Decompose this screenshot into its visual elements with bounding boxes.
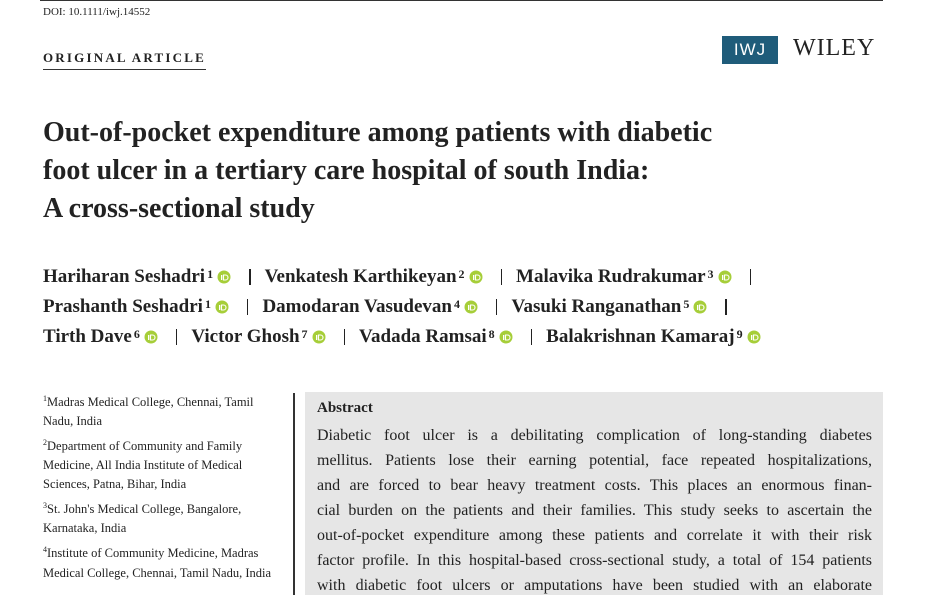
affiliation-number: 3: [43, 501, 47, 511]
affiliation-text: Madras Medical College, Chennai, Tamil N…: [43, 395, 254, 429]
doi: DOI: 10.1111/iwj.14552: [43, 6, 151, 18]
author: Prashanth Seshadri 1: [43, 296, 229, 318]
separator: [725, 299, 727, 315]
affiliation-text: St. John's Medical College, Bangalore, K…: [43, 502, 242, 536]
author: Damodaran Vasudevan 4: [262, 296, 478, 318]
author-name: Malavika Rudrakumar: [516, 266, 706, 287]
separator: [343, 329, 346, 345]
author: Tirth Dave 6: [43, 326, 158, 348]
affiliation-number: 4: [43, 545, 47, 555]
abstract-heading: Abstract: [317, 400, 373, 416]
author-name: Victor Ghosh: [191, 326, 300, 347]
separator: [175, 329, 178, 345]
author-name: Vasuki Ranganathan: [511, 296, 682, 317]
orcid-icon[interactable]: [215, 300, 229, 314]
orcid-icon[interactable]: [499, 330, 513, 344]
author-affiliation-number: 1: [204, 296, 211, 311]
orcid-icon[interactable]: [693, 300, 707, 314]
author-affiliation-number: 4: [453, 296, 460, 311]
author-row: Tirth Dave 6 Victor Ghosh 7 Vadada Ramsai 8 Ba…: [43, 322, 765, 352]
abstract-line: out-of-pocket expenditure among these pa…: [317, 527, 872, 544]
top-rule: [40, 0, 883, 1]
column-rule: [293, 393, 295, 595]
author-name: Venkatesh Karthikeyan: [264, 266, 457, 287]
title-line: A cross-sectional study: [43, 193, 315, 224]
separator: [495, 299, 498, 315]
abstract-text: Diabetic foot ulcer is a debilitating co…: [317, 423, 872, 598]
author-name: Balakrishnan Kamaraj: [546, 326, 735, 347]
abstract-line: Diabetic foot ulcer is a debilitating co…: [317, 427, 872, 444]
title: Out-of-pocket expenditure among patients…: [43, 114, 712, 228]
abstract-line: factor profile. In this hospital-based c…: [317, 552, 872, 569]
author-name: Hariharan Seshadri: [43, 266, 206, 287]
affiliation: 1Madras Medical College, Chennai, Tamil …: [43, 389, 281, 431]
author-row: Prashanth Seshadri 1 Damodaran Vasudevan 4 V…: [43, 292, 765, 322]
orcid-icon[interactable]: [144, 330, 158, 344]
orcid-icon[interactable]: [747, 330, 761, 344]
author-affiliation-number: 7: [301, 326, 308, 341]
author: Venkatesh Karthikeyan 2: [265, 266, 483, 288]
author-affiliation-number: 5: [683, 296, 690, 311]
author-affiliation-number: 3: [707, 266, 714, 281]
abstract-box: [305, 392, 883, 595]
title-line: Out-of-pocket expenditure among patients…: [43, 117, 713, 148]
affiliation-text: Department of Community and Family Medic…: [43, 439, 243, 492]
affiliation: 4Institute of Community Medicine, Madras…: [43, 540, 281, 582]
orcid-icon[interactable]: [217, 270, 231, 284]
separator: [530, 329, 533, 345]
separator: [246, 299, 249, 315]
affiliation: 3St. John's Medical College, Bangalore, …: [43, 496, 281, 538]
separator: [749, 269, 752, 285]
separator: [249, 269, 251, 285]
author-row: Hariharan Seshadri 1 Venkatesh Karthikeyan…: [43, 262, 765, 292]
separator: [500, 269, 503, 285]
author: Malavika Rudrakumar 3: [516, 266, 732, 288]
title-line: foot ulcer in a tertiary care hospital o…: [43, 155, 650, 186]
affiliation-number: 2: [43, 438, 47, 448]
author-affiliation-number: 1: [207, 266, 214, 281]
author-affiliation-number: 8: [488, 326, 495, 341]
orcid-icon[interactable]: [464, 300, 478, 314]
journal-logo: IWJ: [722, 36, 778, 64]
author-name: Vadada Ramsai: [359, 326, 487, 347]
author-affiliation-number: 9: [736, 326, 743, 341]
orcid-icon[interactable]: [718, 270, 732, 284]
author: Hariharan Seshadri 1: [43, 266, 231, 288]
author: Vadada Ramsai 8: [359, 326, 513, 348]
author-affiliation-number: 6: [133, 326, 140, 341]
abstract-line: mellitus. Patients lose their earning po…: [317, 452, 872, 469]
orcid-icon[interactable]: [469, 270, 483, 284]
orcid-icon[interactable]: [312, 330, 326, 344]
author: Vasuki Ranganathan 5: [511, 296, 707, 318]
section-label: ORIGINAL ARTICLE: [43, 50, 206, 70]
affiliation-number: 1: [43, 394, 47, 403]
author-name: Damodaran Vasudevan: [262, 296, 452, 317]
author: Victor Ghosh 7: [191, 326, 326, 348]
abstract-line: cial burden on the patients and their fa…: [317, 502, 872, 519]
author-affiliation-number: 2: [458, 266, 465, 281]
affiliations: 1Madras Medical College, Chennai, Tamil …: [43, 389, 281, 585]
abstract-line: with diabetic foot ulcers or amputations…: [317, 577, 872, 594]
abstract-line: and are forced to bear heavy treatment c…: [317, 477, 872, 494]
author-name: Tirth Dave: [43, 326, 132, 347]
publisher-logo: WILEY: [793, 35, 876, 61]
affiliation-text: Institute of Community Medicine, Madras …: [43, 546, 272, 580]
affiliation: 2Department of Community and Family Medi…: [43, 433, 281, 494]
author-name: Prashanth Seshadri: [43, 296, 203, 317]
author: Balakrishnan Kamaraj 9: [546, 326, 761, 348]
authors: Hariharan Seshadri 1 Venkatesh Karthikeyan…: [43, 262, 765, 352]
